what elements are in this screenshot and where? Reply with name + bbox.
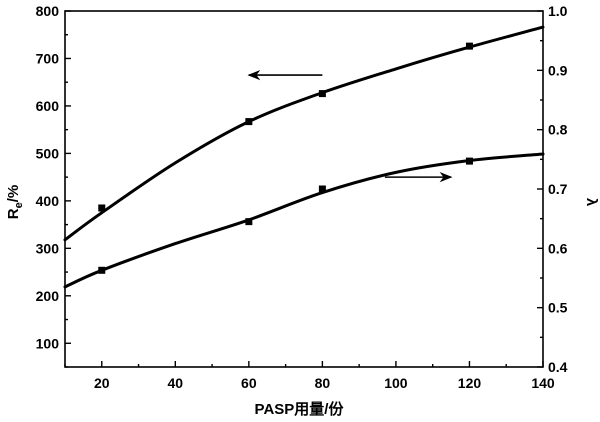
x-tick-label: 60: [241, 375, 257, 391]
axis-indicator-arrow-head: [439, 172, 453, 183]
series-right-axis: [63, 152, 545, 289]
right-y-tick-label: 0.8: [548, 122, 568, 138]
left-y-axis-title: Re/%: [5, 185, 25, 219]
x-axis-ticks: 20 40 60 80 100 120 140: [64, 361, 555, 391]
data-point: [318, 185, 326, 193]
left-y-tick-label: 400: [36, 193, 60, 209]
x-tick-label: 100: [384, 375, 408, 391]
right-y-tick-label: 0.9: [548, 62, 568, 78]
right-y-axis-ticks: 0.4 0.5 0.6 0.7 0.8 0.9 1.0: [537, 3, 568, 375]
x-tick-label: 40: [168, 375, 184, 391]
left-y-axis-title-suffix: /%: [5, 185, 22, 203]
right-y-tick-label: 0.7: [548, 181, 568, 197]
left-y-axis-title-main: R: [5, 208, 22, 219]
right-y-tick-label: 0.5: [548, 300, 568, 316]
x-tick-label: 20: [94, 375, 110, 391]
right-y-tick-label: 1.0: [548, 3, 568, 19]
right-y-tick-label: 0.4: [548, 359, 568, 375]
series-layer: [63, 25, 545, 289]
left-y-tick-label: 800: [36, 3, 60, 19]
data-point: [465, 157, 473, 165]
series-left-axis: [63, 25, 545, 242]
data-point: [318, 90, 326, 98]
data-point: [465, 42, 473, 50]
data-point: [245, 118, 253, 126]
x-tick-label: 140: [531, 375, 555, 391]
data-point: [98, 204, 106, 212]
left-y-tick-label: 500: [36, 145, 60, 161]
left-y-tick-label: 700: [36, 50, 60, 66]
left-y-tick-label: 100: [36, 335, 60, 351]
left-y-tick-label: 200: [36, 288, 60, 304]
series-fit-line: [63, 25, 545, 242]
left-y-tick-label: 600: [36, 98, 60, 114]
left-y-tick-label: 300: [36, 240, 60, 256]
series-fit-line: [63, 152, 545, 289]
right-y-tick-label: 0.6: [548, 240, 568, 256]
x-axis-title: PASP用量/份: [255, 400, 345, 418]
data-point: [98, 266, 106, 274]
x-tick-label: 120: [458, 375, 482, 391]
data-point: [245, 218, 253, 226]
axis-indicator-arrow-head: [247, 69, 261, 81]
left-y-axis-title-subscript: e: [13, 202, 25, 208]
left-y-axis-ticks: 100 200 300 400 500 600 700 800: [36, 3, 71, 368]
x-tick-label: 80: [315, 375, 331, 391]
right-y-axis-title: λ: [583, 198, 600, 207]
